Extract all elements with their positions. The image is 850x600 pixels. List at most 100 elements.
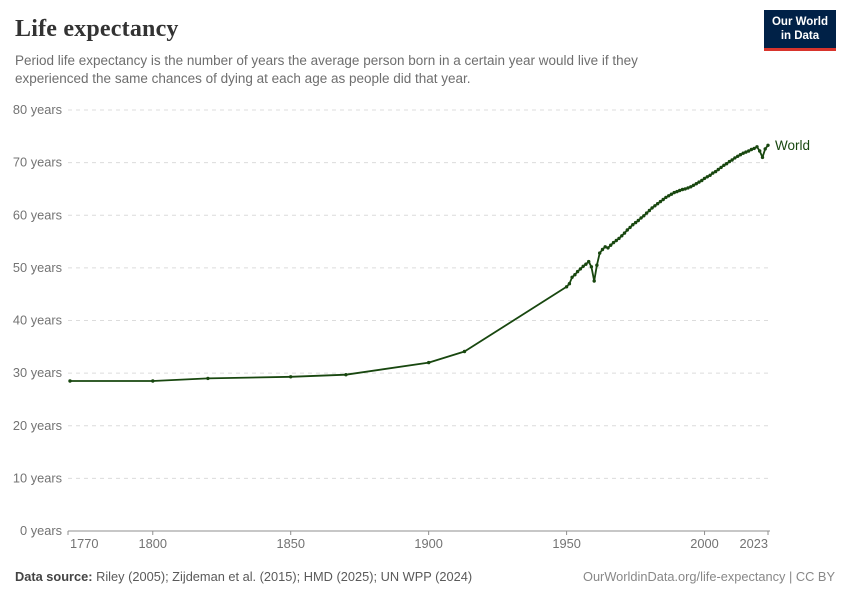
data-point — [462, 349, 467, 354]
data-point — [567, 282, 572, 286]
data-source-label: Data source: — [15, 569, 93, 584]
data-point — [711, 171, 715, 175]
data-point — [722, 163, 726, 167]
data-point — [672, 190, 676, 195]
data-point — [589, 265, 594, 269]
data-point — [636, 218, 640, 223]
owid-logo-line1: Our World — [771, 16, 828, 28]
y-axis-tick-label: 0 years — [20, 523, 62, 538]
data-point — [755, 145, 759, 149]
y-axis-tick-label: 10 years — [13, 470, 62, 485]
y-axis-tick-label: 30 years — [13, 365, 62, 380]
data-point — [724, 162, 729, 166]
data-point — [344, 373, 348, 377]
data-point — [689, 185, 693, 189]
data-point — [713, 169, 718, 174]
data-point — [289, 375, 293, 379]
x-axis-tick-label: 1770 — [70, 536, 98, 551]
page-title: Life expectancy — [15, 16, 179, 42]
x-axis-tick-label: 1900 — [414, 536, 442, 551]
data-point — [760, 155, 765, 160]
y-axis-tick-label: 40 years — [13, 313, 62, 328]
data-point — [705, 175, 709, 179]
x-axis-tick-label: 1850 — [276, 536, 304, 551]
data-point — [741, 151, 745, 155]
data-point — [686, 186, 690, 190]
data-point — [68, 379, 72, 383]
data-point — [631, 223, 635, 227]
y-axis-tick-label: 20 years — [13, 418, 62, 433]
data-point — [581, 264, 585, 268]
data-point — [658, 199, 663, 204]
data-point — [642, 214, 646, 218]
data-point — [680, 187, 685, 192]
series-end-label[interactable]: World — [775, 138, 810, 153]
data-source-note: Data source: Riley (2005); Zijdeman et a… — [15, 569, 472, 584]
data-source-text: Riley (2005); Zijdeman et al. (2015); HM… — [92, 569, 473, 584]
data-point — [719, 165, 723, 170]
data-point — [595, 263, 599, 267]
data-point — [752, 146, 756, 151]
data-point — [625, 228, 629, 232]
data-point — [694, 182, 698, 186]
data-point — [667, 194, 671, 198]
x-axis-tick-label: 1950 — [552, 536, 580, 551]
data-point — [570, 275, 574, 279]
data-point — [611, 240, 616, 245]
y-axis-tick-label: 60 years — [13, 207, 62, 222]
data-point — [427, 360, 431, 365]
data-point — [603, 245, 607, 249]
data-point — [617, 236, 621, 241]
data-point — [584, 262, 588, 266]
data-point — [564, 285, 569, 289]
data-point — [622, 231, 627, 235]
data-point — [578, 267, 583, 271]
data-point — [727, 159, 732, 164]
data-point — [702, 176, 707, 181]
data-point — [650, 206, 654, 210]
data-point — [587, 259, 591, 264]
data-point — [738, 153, 743, 157]
data-point — [744, 150, 748, 154]
owid-logo[interactable]: Our World in Data — [763, 10, 836, 51]
data-point — [628, 225, 632, 230]
data-point — [766, 143, 770, 147]
data-point — [647, 208, 652, 213]
owid-link-license[interactable]: OurWorldinData.org/life-expectancy | CC … — [582, 569, 835, 584]
data-point — [675, 189, 679, 194]
data-point — [749, 147, 754, 152]
data-point — [575, 269, 580, 274]
data-point — [655, 202, 660, 206]
data-point — [614, 238, 618, 243]
data-point — [151, 379, 155, 383]
x-axis-tick-label: 1800 — [139, 536, 167, 551]
data-point — [598, 251, 602, 255]
data-point — [758, 149, 762, 153]
owid-logo-line2: in Data — [780, 30, 820, 43]
data-point — [644, 211, 649, 215]
data-point — [573, 273, 577, 277]
x-axis-tick-label: 2023 — [740, 536, 768, 551]
series-line-world[interactable] — [69, 144, 769, 382]
data-point — [664, 195, 668, 200]
data-point — [691, 183, 696, 187]
data-point — [661, 197, 665, 202]
data-point — [669, 192, 674, 196]
data-point — [747, 149, 751, 153]
data-point — [609, 243, 613, 247]
data-point — [633, 220, 638, 225]
data-point — [730, 158, 734, 162]
y-axis-tick-label: 80 years — [13, 102, 62, 117]
data-point — [683, 187, 687, 191]
y-axis-tick-label: 70 years — [13, 155, 62, 170]
chart-subtitle: Period life expectancy is the number of … — [15, 53, 638, 87]
data-point — [620, 234, 624, 238]
data-point — [708, 173, 712, 177]
data-point — [639, 216, 643, 220]
data-point — [600, 247, 605, 252]
y-axis-tick-label: 50 years — [13, 260, 62, 275]
data-point — [733, 156, 737, 160]
data-point — [206, 376, 210, 381]
